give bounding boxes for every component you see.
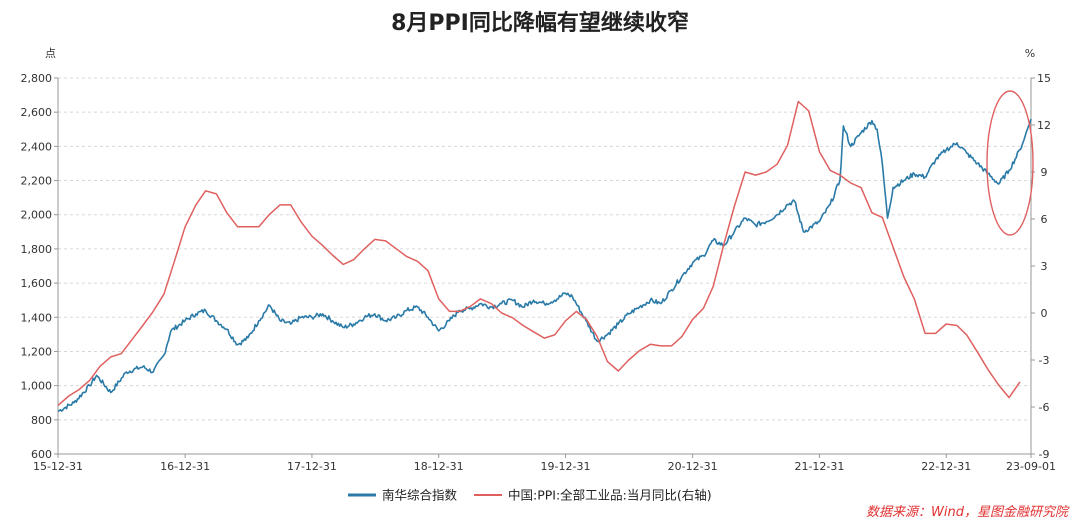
grid-lines — [58, 77, 1031, 421]
x-tick-label: 16-12-31 — [160, 460, 210, 473]
series-line-nanhua — [57, 118, 1032, 413]
right-axis-ticks: -9 -6 -3 0 3 6 9 12 15 — [1031, 72, 1051, 461]
x-tick-label: 22-12-31 — [921, 460, 971, 473]
x-tick-label: 19-12-31 — [541, 460, 591, 473]
source-note: 数据来源：Wind，星图金融研究院 — [866, 504, 1070, 520]
left-tick-label: 2,800 — [21, 72, 53, 85]
chart-title: 8月PPI同比降幅有望继续收窄 — [391, 10, 689, 36]
left-tick-label: 1,800 — [21, 243, 53, 256]
left-tick-label: 2,000 — [21, 209, 53, 222]
x-axis-ticks: 15-12-31 16-12-31 17-12-31 18-12-31 19-12-31… — [33, 454, 1056, 473]
series-line-ppi — [57, 100, 1021, 406]
right-tick-label: 9 — [1041, 166, 1048, 179]
left-tick-label: 1,200 — [21, 345, 53, 358]
legend-label-nanhua: 南华综合指数 — [382, 488, 458, 503]
right-tick-label: -9 — [1039, 448, 1050, 461]
series-layer — [57, 100, 1032, 413]
left-tick-label: 2,400 — [21, 140, 53, 153]
highlight-ellipse — [986, 90, 1034, 236]
right-tick-label: 0 — [1041, 307, 1048, 320]
x-tick-label: 23-09-01 — [1006, 460, 1056, 473]
x-tick-label: 18-12-31 — [414, 460, 464, 473]
left-tick-label: 1,600 — [21, 277, 53, 290]
left-axis-unit: 点 — [45, 47, 56, 60]
left-tick-label: 1,400 — [21, 311, 53, 324]
right-tick-label: 12 — [1037, 119, 1051, 132]
left-tick-label: 2,200 — [21, 175, 53, 188]
right-tick-label: -6 — [1039, 401, 1050, 414]
legend: 南华综合指数 中国:PPI:全部工业品:当月同比(右轴) — [348, 488, 712, 503]
left-axis-ticks: 600 800 1,000 1,200 1,400 1,600 1,800 2,000 2,20… — [21, 72, 58, 461]
x-tick-label: 15-12-31 — [33, 460, 83, 473]
right-tick-label: 6 — [1041, 213, 1048, 226]
right-tick-label: 3 — [1041, 260, 1048, 273]
right-tick-label: -3 — [1039, 354, 1050, 367]
legend-label-ppi: 中国:PPI:全部工业品:当月同比(右轴) — [508, 488, 712, 503]
right-tick-label: 15 — [1037, 72, 1051, 85]
right-axis-unit: % — [1025, 47, 1035, 60]
x-tick-label: 20-12-31 — [668, 460, 718, 473]
left-tick-label: 600 — [31, 448, 52, 461]
left-tick-label: 2,600 — [21, 106, 53, 119]
x-tick-label: 21-12-31 — [794, 460, 844, 473]
x-tick-label: 17-12-31 — [287, 460, 337, 473]
left-tick-label: 1,000 — [21, 380, 53, 393]
left-tick-label: 800 — [31, 414, 52, 427]
